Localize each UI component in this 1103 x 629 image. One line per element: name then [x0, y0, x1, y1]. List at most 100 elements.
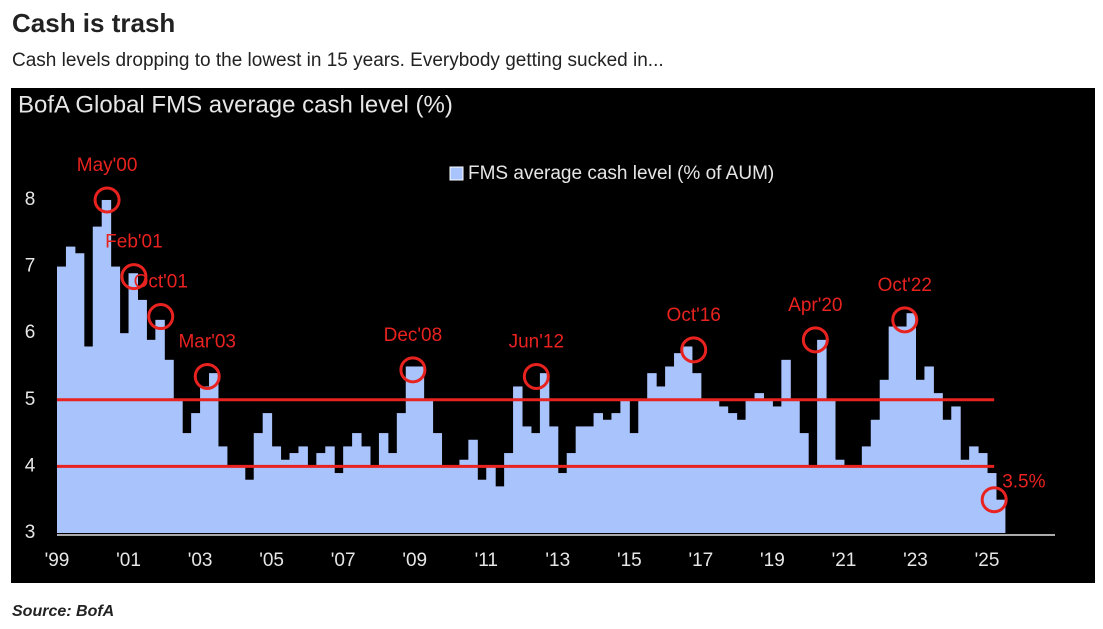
bar [799, 433, 809, 533]
bar [334, 473, 344, 533]
x-tick-label: '07 [331, 550, 356, 571]
annotation-circle [801, 326, 829, 354]
bar [191, 413, 201, 533]
x-tick-label: '19 [760, 550, 785, 571]
annotation-circle [93, 186, 121, 214]
bar [906, 313, 916, 533]
bar [405, 366, 416, 533]
bar [897, 326, 908, 533]
bar [155, 319, 165, 533]
annotation-circle [120, 263, 148, 291]
annotation-circle [891, 306, 919, 334]
bar [736, 419, 747, 533]
bar [566, 453, 577, 533]
annotation-circle [980, 486, 1008, 514]
bar [200, 386, 210, 533]
bar [378, 433, 389, 533]
annotation-label: Jun'12 [509, 331, 564, 352]
bar [343, 446, 353, 533]
annotation-label: Apr'20 [788, 295, 842, 316]
bar [933, 393, 943, 533]
bar [137, 299, 147, 533]
bar [772, 406, 782, 533]
x-tick-label: '03 [188, 550, 213, 571]
bar [209, 373, 219, 533]
bar [539, 373, 550, 533]
bar [414, 366, 425, 533]
annotation-label: May'00 [77, 155, 138, 176]
bar [674, 353, 684, 533]
bar [495, 486, 505, 533]
annotation-circle [147, 303, 175, 331]
annotation-circle [680, 336, 708, 364]
annotation-label: Oct'22 [878, 275, 932, 296]
bar [915, 379, 925, 533]
bar [262, 413, 273, 533]
bar [316, 453, 326, 533]
bar [182, 433, 192, 533]
y-tick-label: 8 [25, 189, 36, 210]
y-tick-label: 4 [25, 455, 36, 476]
bar [754, 393, 764, 533]
bar [530, 433, 541, 533]
x-tick-label: '01 [116, 550, 141, 571]
bar [119, 333, 130, 533]
annotation-circle [399, 356, 427, 384]
bar [459, 459, 469, 533]
x-tick-label: '17 [688, 550, 713, 571]
bar [727, 413, 738, 533]
annotation-label: Feb'01 [105, 232, 163, 253]
annotation-label: Mar'03 [178, 331, 235, 352]
x-tick-label: '13 [545, 550, 570, 571]
bar [396, 413, 407, 533]
bar [593, 413, 604, 533]
bar [656, 386, 666, 533]
bar [468, 439, 478, 533]
bar [83, 346, 94, 533]
bar [352, 433, 362, 533]
bar [602, 419, 612, 533]
bar [575, 426, 586, 533]
bar [861, 446, 872, 533]
bar [522, 426, 532, 533]
bar [817, 339, 827, 533]
bar [584, 426, 595, 533]
x-tick-label: '11 [475, 550, 498, 571]
bar [781, 359, 791, 533]
bar [647, 373, 657, 533]
chart-title: BofA Global FMS average cash level (%) [18, 91, 453, 118]
bar [718, 406, 729, 533]
bar [987, 473, 997, 533]
legend-swatch [449, 166, 464, 181]
bar [235, 466, 246, 533]
x-tick-label: '25 [975, 550, 1000, 571]
bar [226, 466, 237, 533]
bar [557, 473, 568, 533]
bar [682, 346, 693, 533]
bar [361, 446, 371, 533]
bar [280, 459, 291, 533]
bar [888, 326, 899, 533]
bar [843, 466, 854, 533]
bar [387, 453, 398, 533]
bar [808, 466, 818, 533]
legend-label: FMS average cash level (% of AUM) [468, 163, 774, 184]
bar [504, 453, 514, 533]
bar [870, 419, 881, 533]
bar [995, 499, 1006, 533]
bar [217, 446, 228, 533]
bar [852, 466, 863, 533]
bar [325, 446, 335, 533]
annotation-label: Oct'16 [667, 305, 721, 326]
bar [477, 479, 487, 533]
bar [298, 446, 308, 533]
page-title: Cash is trash [12, 8, 175, 38]
source: Source: BofA [12, 603, 114, 620]
bar [548, 426, 559, 533]
x-tick-label: '21 [832, 550, 857, 571]
bar [146, 339, 156, 533]
x-tick-label: '23 [903, 550, 928, 571]
bar [92, 226, 103, 533]
bar [307, 466, 317, 533]
